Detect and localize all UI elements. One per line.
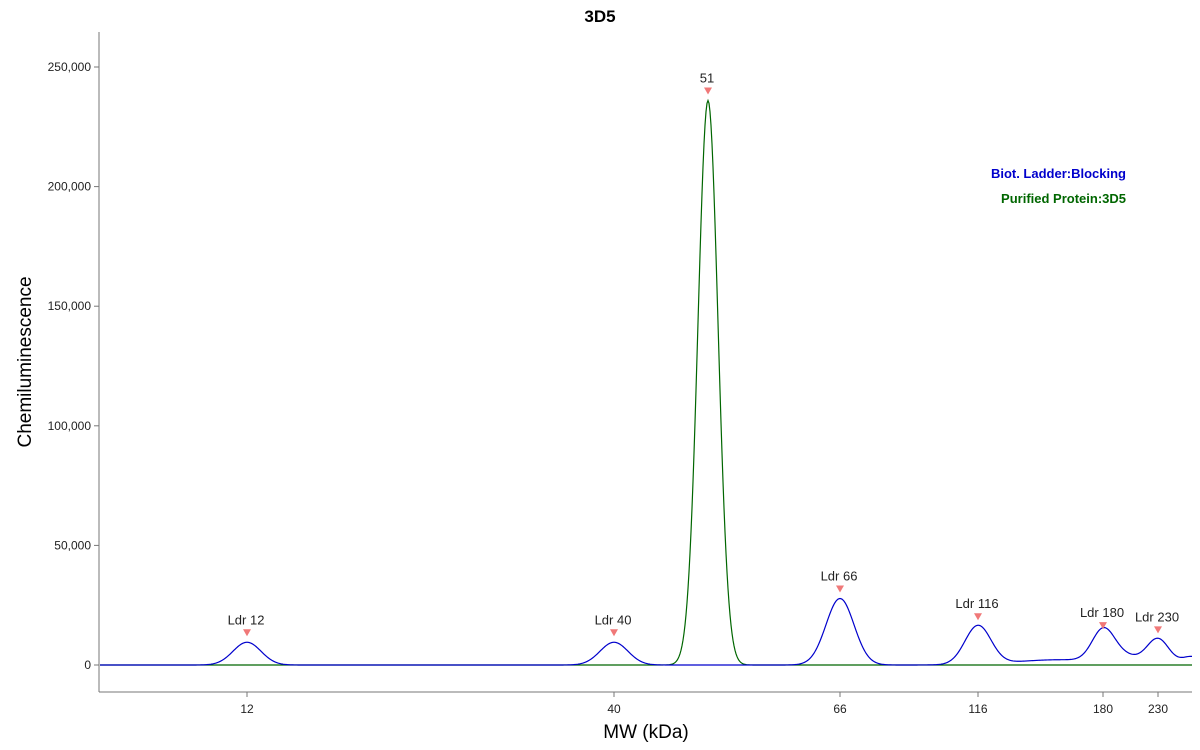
y-tick-label: 100,000 — [48, 419, 92, 433]
peak-marker — [836, 585, 844, 593]
y-axis-title: Chemiluminescence — [15, 276, 36, 447]
x-tick-label: 40 — [607, 702, 621, 716]
x-tick-label: 230 — [1148, 702, 1168, 716]
peak-marker — [243, 629, 251, 637]
series-line-biot-ladder — [100, 597, 1193, 666]
y-tick-label: 200,000 — [48, 180, 92, 194]
peak-label: Ldr 12 — [228, 612, 265, 627]
x-axis-ticks: 12 40 66 116 180 230 — [240, 692, 1168, 716]
peak-label: 51 — [700, 70, 714, 85]
peak-label: Ldr 180 — [1080, 605, 1124, 620]
peak-marker — [974, 613, 982, 621]
x-axis-title: MW (kDa) — [603, 722, 688, 743]
x-tick-label: 66 — [833, 702, 847, 716]
x-tick-label: 12 — [240, 702, 254, 716]
x-tick-label: 180 — [1093, 702, 1113, 716]
peak-marker — [610, 629, 618, 637]
y-tick-label: 50,000 — [54, 538, 91, 552]
legend: Biot. Ladder:Blocking Purified Protein:3D… — [991, 166, 1126, 206]
peak-annotations: Ldr 12 Ldr 40 Ldr 66 Ldr 116 Ldr 180 Ldr 230 5… — [228, 70, 1179, 637]
peak-marker — [1154, 626, 1162, 634]
y-axis-ticks: 0 50,000 100,000 150,000 200,000 250,000 — [48, 60, 99, 672]
y-tick-label: 150,000 — [48, 299, 92, 313]
series-lines — [100, 98, 1193, 666]
peak-marker — [704, 87, 712, 95]
peak-marker — [1099, 622, 1107, 630]
x-tick-label: 116 — [968, 702, 987, 716]
y-tick-label: 250,000 — [48, 60, 92, 74]
peak-label: Ldr 230 — [1135, 609, 1179, 624]
y-tick-label: 0 — [84, 658, 91, 672]
peak-label: Ldr 40 — [595, 612, 632, 627]
legend-entry-biot-ladder: Biot. Ladder:Blocking — [991, 166, 1126, 181]
chart-title: 3D5 — [584, 7, 615, 26]
legend-entry-purified-protein: Purified Protein:3D5 — [1001, 191, 1126, 206]
axes — [98, 32, 1192, 693]
peak-label: Ldr 66 — [821, 569, 858, 584]
series-line-purified-protein — [100, 98, 1192, 666]
peak-label: Ldr 116 — [955, 596, 998, 611]
